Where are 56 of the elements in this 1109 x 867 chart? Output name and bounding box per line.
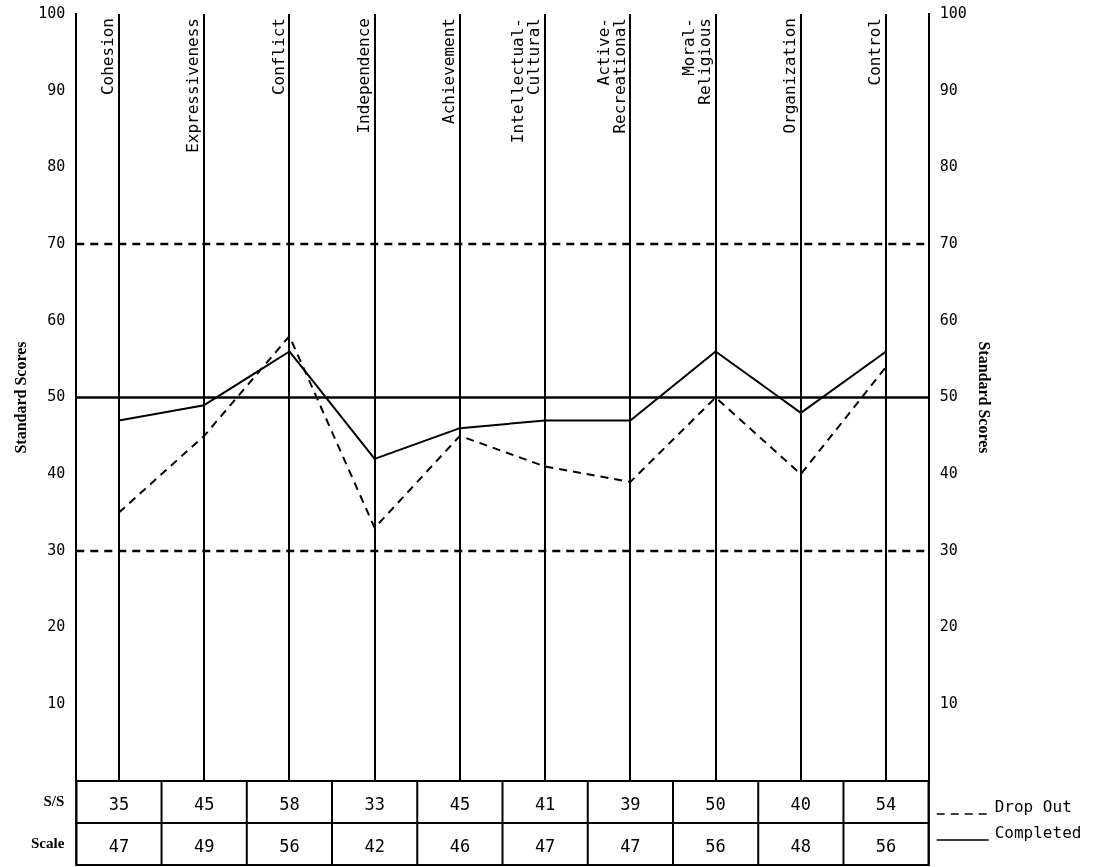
y-tick-label: 30 bbox=[47, 540, 66, 559]
x-tick-label: Active-Recreational bbox=[593, 18, 629, 134]
y-tick-label: 70 bbox=[47, 233, 66, 252]
data-label: 40 bbox=[790, 794, 812, 815]
y-tick-label: 40 bbox=[47, 464, 66, 483]
legend-label: Completed bbox=[994, 823, 1082, 843]
x-tick-label: Intellectual-Cultural bbox=[508, 18, 544, 144]
y2-tick-label: 20 bbox=[939, 617, 958, 636]
data-label: 41 bbox=[534, 794, 556, 815]
y-tick-label: 20 bbox=[47, 617, 66, 636]
y-tick-label: 90 bbox=[47, 80, 66, 99]
data-label: 35 bbox=[108, 794, 130, 815]
x-tick-label: Moral-Religious bbox=[678, 18, 714, 105]
y2-tick-label: 40 bbox=[939, 464, 958, 483]
y2-axis-title: Standard Scores bbox=[976, 341, 994, 454]
data-label: 42 bbox=[364, 836, 385, 857]
x-tick-label: Expressiveness bbox=[183, 18, 203, 153]
text: Scale bbox=[30, 834, 65, 851]
x-tick-label: Achievement bbox=[439, 18, 459, 124]
data-label: 50 bbox=[705, 794, 726, 815]
x-tick-label: Control bbox=[865, 18, 885, 86]
y2-tick-label: 80 bbox=[939, 157, 958, 176]
data-label: 39 bbox=[620, 794, 641, 815]
y2-tick-label: 100 bbox=[939, 3, 967, 22]
y-tick-label: 50 bbox=[47, 387, 66, 406]
data-label: 56 bbox=[705, 836, 726, 857]
x-tick-label: Independence bbox=[353, 18, 373, 134]
y2-tick-label: 10 bbox=[939, 694, 958, 713]
data-label: 56 bbox=[875, 836, 897, 857]
y2-tick-label: 90 bbox=[939, 80, 958, 99]
y2-tick-label: 60 bbox=[939, 310, 958, 329]
data-label: 54 bbox=[875, 794, 897, 815]
data-label: 48 bbox=[790, 836, 812, 857]
y-tick-label: 80 bbox=[47, 157, 66, 176]
data-label: 47 bbox=[534, 836, 556, 857]
y-tick-label: 60 bbox=[47, 310, 66, 329]
y-tick-label: 100 bbox=[38, 3, 66, 22]
x-tick-label: Conflict bbox=[268, 18, 288, 96]
data-label: 46 bbox=[449, 836, 471, 857]
text: S/S bbox=[43, 792, 65, 809]
data-label: 47 bbox=[620, 836, 641, 857]
data-label: 56 bbox=[279, 836, 300, 857]
y2-tick-label: 30 bbox=[939, 540, 958, 559]
data-label: 45 bbox=[449, 794, 471, 815]
data-label: 58 bbox=[279, 794, 300, 815]
x-tick-label: Cohesion bbox=[98, 18, 118, 96]
data-label: 33 bbox=[364, 794, 385, 815]
y2-tick-label: 50 bbox=[939, 387, 958, 406]
data-label: 47 bbox=[108, 836, 130, 857]
legend-label: Drop Out bbox=[994, 797, 1072, 817]
data-label: 45 bbox=[193, 794, 215, 815]
data-label: 49 bbox=[193, 836, 215, 857]
y2-tick-label: 70 bbox=[939, 233, 958, 252]
y-tick-label: 10 bbox=[47, 694, 66, 713]
x-tick-label: Organization bbox=[780, 18, 799, 134]
y-axis-title: Standard Scores bbox=[11, 341, 29, 454]
